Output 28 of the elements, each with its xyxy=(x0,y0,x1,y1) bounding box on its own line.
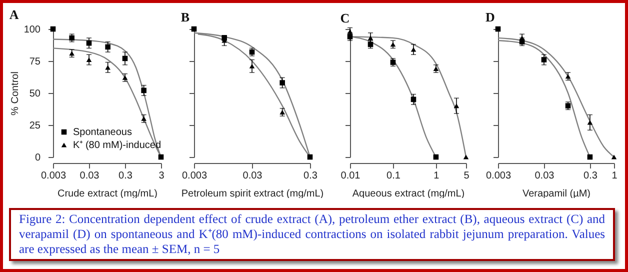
x-tick-label: 1 xyxy=(612,170,618,182)
x-tick-label: 0.3 xyxy=(304,170,318,182)
y-tick-label: 0 xyxy=(34,152,41,164)
chart-title: A xyxy=(9,7,20,22)
x-tick-label: 3 xyxy=(158,170,165,182)
x-tick-label: 0.003 xyxy=(40,170,66,182)
x-tick-label: 5 xyxy=(464,170,470,182)
x-tick-label: 0.003 xyxy=(486,170,512,182)
caption: Figure 2: Concentration dependent effect of crude extract (A), petroleum ether extract (B), aqueous extract (C) and verapamil (D) on spontaneous and K⁺(80 mM)-induced contractions on isolated rabbit jejunum preparation. Values are expressed as the mean ± SEM, n = 5 xyxy=(9,208,615,261)
chart-title: C xyxy=(340,10,350,26)
y-tick-label: 75 xyxy=(29,56,41,68)
x-tick-label: 0.01 xyxy=(340,170,361,182)
y-tick-label: 50 xyxy=(29,88,41,100)
x-tick-label: 0.1 xyxy=(386,170,401,182)
y-tick-label: 100 xyxy=(24,24,41,36)
x-tick-label: 0.3 xyxy=(118,170,133,182)
chart-title: B xyxy=(180,9,190,24)
x-tick-label: 0.003 xyxy=(182,170,208,182)
y-tick-label: 25 xyxy=(29,120,41,132)
x-tick-label: 0.03 xyxy=(242,170,263,182)
x-tick-label: 0.03 xyxy=(534,170,555,182)
chart-title: D xyxy=(485,9,495,24)
x-tick-label: 0.03 xyxy=(80,170,100,182)
legend-label: K⁺ (80 mM)-induced xyxy=(73,140,162,151)
legend-label: Spontaneous xyxy=(73,127,132,138)
x-tick-label: 0.3 xyxy=(584,170,598,182)
y-axis-title: % Control xyxy=(10,72,21,116)
x-tick-label: 1 xyxy=(434,170,440,182)
